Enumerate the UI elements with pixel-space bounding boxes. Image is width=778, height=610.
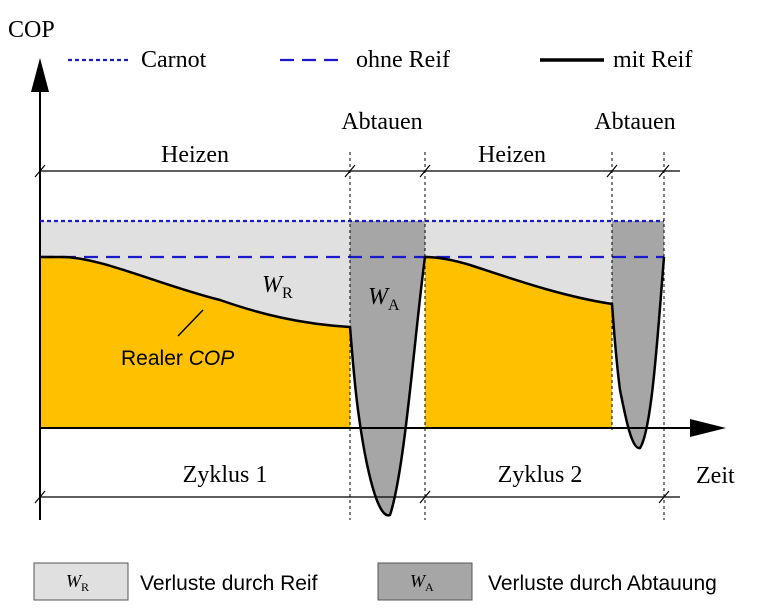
- y-axis-arrow: [31, 58, 49, 92]
- wr-area-label: WR: [262, 272, 293, 302]
- real-cop-area-1: [40, 257, 350, 428]
- defrost-loss-area-2: [612, 221, 664, 449]
- phase-label-heizen-2: Heizen: [478, 142, 546, 168]
- legend-mit-reif-label: mit Reif: [613, 47, 692, 73]
- legend-wa-box: [377, 562, 473, 601]
- legend-carnot-label: Carnot: [141, 47, 207, 73]
- mit-reif-curve: [40, 255, 666, 517]
- wa-area-label: WA: [368, 284, 400, 314]
- x-axis-arrow: [690, 419, 726, 437]
- y-axis-label: COP: [8, 17, 55, 43]
- legend-ohne-reif-label: ohne Reif: [356, 47, 450, 73]
- phase-label-heizen-1: Heizen: [161, 142, 229, 168]
- x-axis-label: Zeit: [696, 463, 735, 489]
- phase-label-abtauen-1: Abtauen: [341, 109, 422, 135]
- phase-dimension-ticks: [34, 164, 670, 178]
- legend-wr-text: Verluste durch Reif: [140, 572, 318, 595]
- realer-cop-leader: [177, 309, 204, 337]
- defrost-loss-area-1: [350, 221, 425, 516]
- cycle-label-2: Zyklus 2: [498, 462, 583, 488]
- legend-wr-box: [33, 562, 129, 601]
- phase-label-abtauen-2: Abtauen: [594, 109, 675, 135]
- cycle-dimension-ticks: [34, 490, 670, 504]
- legend-wa-symbol: WA: [410, 571, 434, 594]
- legend-wr-symbol: WR: [66, 571, 89, 594]
- legend-wa-text: Verluste durch Abtauung: [488, 572, 717, 595]
- real-cop-area-2: [425, 257, 612, 428]
- cycle-label-1: Zyklus 1: [183, 462, 268, 488]
- realer-cop-label: Realer COP: [121, 347, 234, 370]
